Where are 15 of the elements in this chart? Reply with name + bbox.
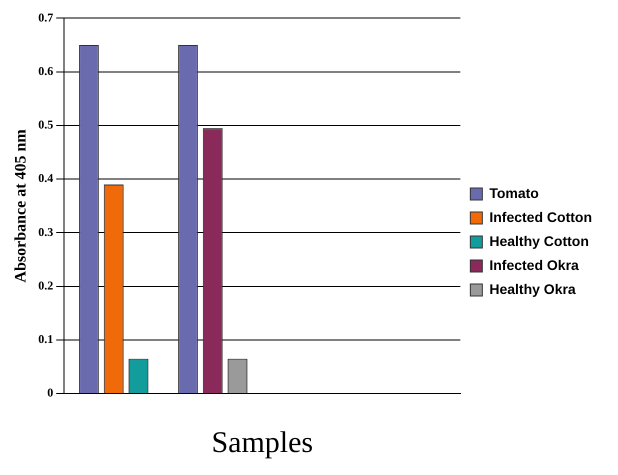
y-tick-label: 0.1	[38, 332, 54, 346]
y-tick-label: 0.4	[38, 171, 54, 186]
y-tick-label: 0.3	[38, 224, 54, 239]
y-tick-label: 0.5	[38, 118, 54, 132]
y-axis-title: Absorbance at 405 nm	[12, 128, 30, 283]
y-tick-label: 0.2	[38, 278, 54, 292]
legend-label: Infected Cotton	[489, 208, 592, 225]
legend-label: Infected Okra	[489, 256, 580, 273]
legend-label: Healthy Cotton	[489, 232, 589, 249]
legend-label: Healthy Okra	[489, 280, 576, 297]
legend-label: Tomato	[489, 184, 539, 201]
y-tick-label: 0.6	[38, 64, 54, 78]
y-tick-label: 0.7	[38, 10, 54, 24]
x-axis-title: Samples	[211, 426, 314, 459]
y-tick-label: 0	[47, 386, 54, 400]
